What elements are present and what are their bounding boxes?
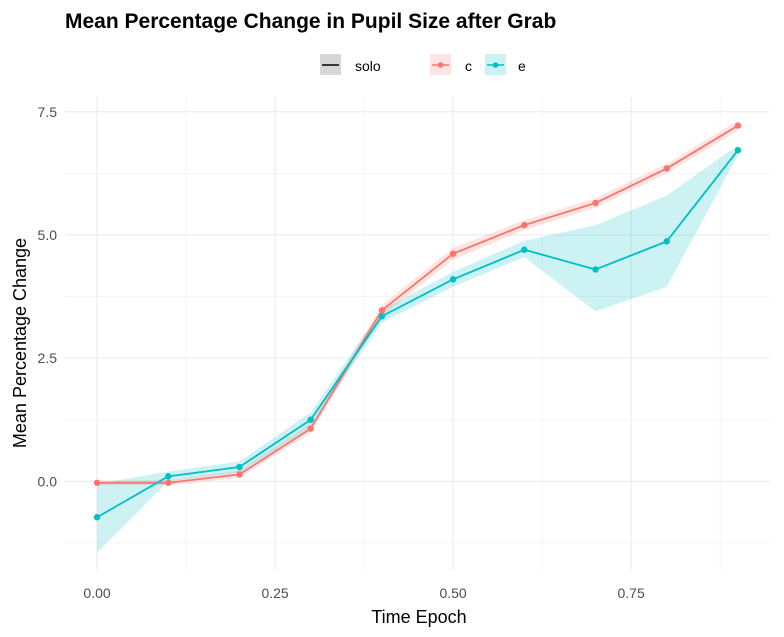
point-c (93, 479, 101, 486)
confidence-bands (97, 120, 738, 553)
legend-key-e-point (492, 62, 499, 68)
point-e (449, 276, 457, 283)
point-c (592, 199, 599, 207)
band-c (97, 120, 738, 486)
y-tick-label: 0.0 (38, 473, 58, 489)
legend-item-e: e (485, 54, 526, 75)
line-c (97, 124, 739, 484)
y-tick-label: 2.5 (38, 350, 58, 366)
x-tick-label: 0.50 (439, 585, 466, 601)
point-e (307, 416, 314, 423)
point-c (521, 221, 528, 229)
legend: solo c e (320, 54, 526, 75)
y-axis-title: Mean Percentage Change (10, 238, 30, 448)
point-e (521, 246, 528, 253)
x-tick-label: 0.00 (83, 585, 110, 601)
point-e (236, 463, 243, 471)
point-c (236, 471, 243, 478)
legend-item-solo: solo (320, 54, 381, 75)
legend-label-c: c (465, 58, 472, 74)
point-e (165, 473, 172, 480)
y-tick-label: 5.0 (38, 227, 58, 243)
point-e (734, 147, 742, 154)
legend-label-solo: solo (355, 58, 381, 74)
grid-minor (65, 97, 770, 570)
point-e (592, 266, 599, 273)
point-c (378, 307, 386, 314)
y-tick-label: 7.5 (38, 104, 58, 120)
point-e (93, 514, 101, 521)
legend-item-c: c (430, 54, 472, 75)
grid-major (65, 97, 770, 570)
chart-title: Mean Percentage Change in Pupil Size aft… (65, 10, 556, 33)
y-axis-ticks: 0.0 2.5 5.0 7.5 (38, 104, 58, 490)
band-e (97, 145, 738, 553)
point-c (307, 425, 314, 432)
legend-label-e: e (518, 58, 526, 74)
series-points (93, 122, 742, 521)
point-c (449, 250, 457, 257)
x-axis-title: Time Epoch (371, 607, 466, 627)
point-e (378, 313, 386, 320)
line-e (96, 149, 739, 519)
point-c (165, 479, 172, 486)
x-tick-label: 0.25 (261, 585, 288, 601)
legend-key-c-point (437, 62, 444, 68)
x-axis-ticks: 0.00 0.25 0.50 0.75 (83, 585, 645, 601)
point-c (734, 122, 742, 129)
point-e (663, 238, 670, 245)
x-tick-label: 0.75 (618, 585, 645, 601)
series-lines (96, 124, 739, 519)
point-c (663, 165, 670, 172)
